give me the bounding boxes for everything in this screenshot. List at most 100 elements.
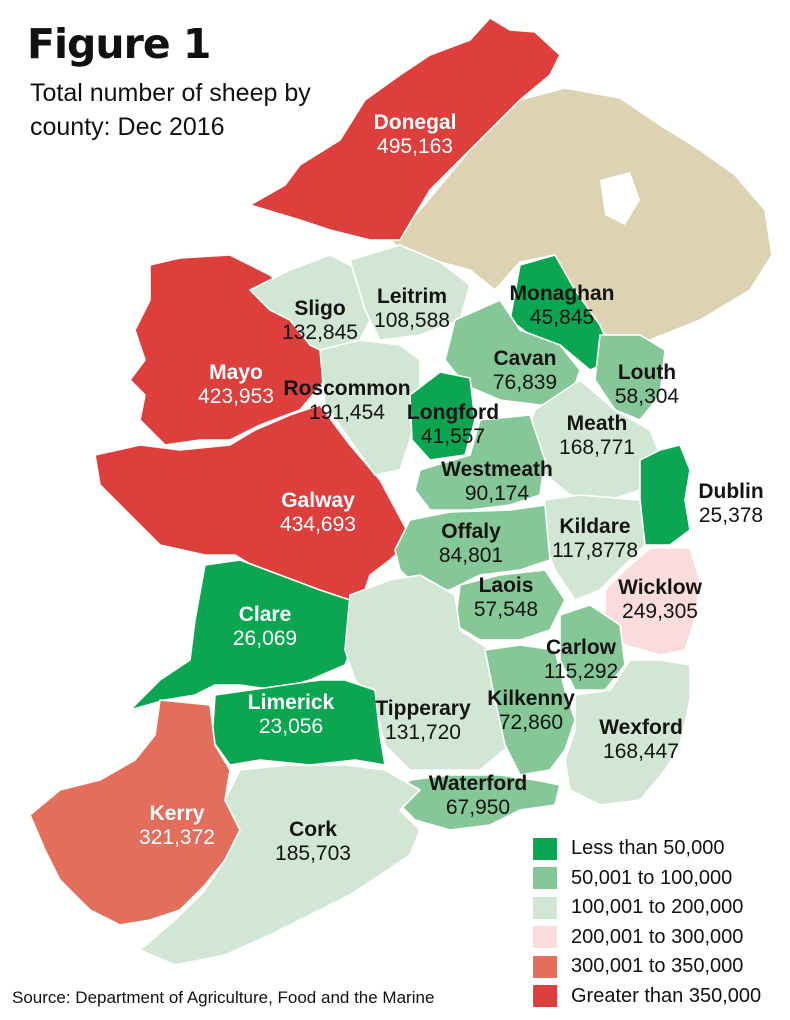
county-name: Cavan xyxy=(493,347,557,370)
legend-item: 100,001 to 200,000 xyxy=(533,893,761,923)
legend-label: 200,001 to 300,000 xyxy=(571,925,744,948)
label-leitrim: Leitrim 108,588 xyxy=(374,285,450,333)
county-value: 185,703 xyxy=(275,842,351,865)
county-roscommon xyxy=(319,339,421,476)
county-offaly xyxy=(394,504,551,591)
county-name: Roscommon xyxy=(283,377,411,400)
county-name: Tipperary xyxy=(375,697,471,720)
legend-label: 100,001 to 200,000 xyxy=(571,896,744,919)
county-name: Offaly xyxy=(441,520,501,543)
legend-swatch xyxy=(533,985,557,1008)
county-value: 132,845 xyxy=(282,321,358,344)
county-value: 72,860 xyxy=(498,711,564,734)
legend-label: Greater than 350,000 xyxy=(571,984,762,1007)
county-name: Cork xyxy=(289,818,337,841)
legend-item: Greater than 350,000 xyxy=(533,982,761,1012)
county-value: 117,8778 xyxy=(551,539,639,562)
county-louth xyxy=(594,334,666,421)
county-waterford xyxy=(394,774,561,831)
label-limerick: Limerick 23,056 xyxy=(248,691,334,739)
legend-swatch xyxy=(533,896,557,919)
county-name: Kildare xyxy=(559,515,631,538)
legend-label: Less than 50,000 xyxy=(571,837,725,860)
label-mayo: Mayo 423,953 xyxy=(198,361,274,409)
county-kilkenny xyxy=(484,644,576,776)
county-dublin xyxy=(639,444,691,546)
county-name: Meath xyxy=(566,412,628,435)
county-name: Kerry xyxy=(149,802,205,825)
northern-ireland-region xyxy=(388,87,773,346)
county-longford xyxy=(409,371,476,461)
label-clare: Clare 26,069 xyxy=(233,603,297,651)
label-louth: Louth 58,304 xyxy=(615,361,679,409)
label-kerry: Kerry 321,372 xyxy=(139,802,215,850)
county-name: Leitrim xyxy=(376,285,448,308)
county-value: 76,839 xyxy=(492,371,558,394)
county-wexford xyxy=(564,659,691,806)
county-name: Mayo xyxy=(209,361,263,384)
county-name: Galway xyxy=(281,489,355,512)
county-value: 90,174 xyxy=(464,482,530,505)
county-name: Laois xyxy=(478,574,534,597)
county-name: Carlow xyxy=(545,636,617,659)
label-sligo: Sligo 132,845 xyxy=(282,297,358,345)
label-dublin: Dublin 25,378 xyxy=(698,480,763,528)
county-value: 26,069 xyxy=(232,627,298,650)
legend-label: 300,001 to 350,000 xyxy=(571,955,744,978)
county-value: 108,588 xyxy=(374,309,450,332)
county-value: 249,305 xyxy=(622,600,698,623)
legend-swatch xyxy=(533,955,557,978)
county-value: 84,801 xyxy=(438,544,504,567)
label-wexford: Wexford 168,447 xyxy=(599,716,683,764)
county-name: Longford xyxy=(406,401,500,424)
legend-swatch xyxy=(533,926,557,949)
label-cork: Cork 185,703 xyxy=(275,818,351,866)
county-value: 58,304 xyxy=(614,385,680,408)
county-name: Limerick xyxy=(247,691,335,714)
county-value: 41,557 xyxy=(420,425,486,448)
county-value: 423,953 xyxy=(198,385,274,408)
county-value: 434,693 xyxy=(280,513,356,536)
label-kildare: Kildare 117,8778 xyxy=(552,515,638,563)
label-longford: Longford 41,557 xyxy=(407,401,499,449)
label-roscommon: Roscommon 191,454 xyxy=(283,377,410,425)
label-waterford: Waterford 67,950 xyxy=(429,772,527,820)
label-wicklow: Wicklow 249,305 xyxy=(618,576,702,624)
county-value: 321,372 xyxy=(139,826,215,849)
county-value: 168,447 xyxy=(603,740,679,763)
county-value: 45,845 xyxy=(529,306,595,329)
label-carlow: Carlow 115,292 xyxy=(544,636,618,684)
county-value: 191,454 xyxy=(309,401,385,424)
label-laois: Laois 57,548 xyxy=(474,574,538,622)
county-name: Sligo xyxy=(294,297,346,320)
label-kilkenny: Kilkenny 72,860 xyxy=(487,687,575,735)
county-name: Louth xyxy=(617,361,677,384)
county-clare xyxy=(129,559,361,711)
label-meath: Meath 168,771 xyxy=(559,412,635,460)
legend-swatch xyxy=(533,867,557,890)
county-name: Waterford xyxy=(428,772,528,795)
county-name: Monaghan xyxy=(509,282,615,305)
lough-neagh xyxy=(600,172,640,225)
county-westmeath xyxy=(414,414,546,511)
legend-label: 50,001 to 100,000 xyxy=(571,866,733,889)
county-value: 115,292 xyxy=(543,660,619,683)
legend-swatch xyxy=(533,837,557,860)
county-value: 495,163 xyxy=(377,135,453,158)
county-kerry xyxy=(29,699,241,926)
county-limerick xyxy=(211,679,386,766)
county-cork xyxy=(139,764,421,966)
county-name: Donegal xyxy=(373,111,457,134)
label-monaghan: Monaghan 45,845 xyxy=(510,282,615,330)
county-value: 57,548 xyxy=(473,598,539,621)
map-legend: Less than 50,000 50,001 to 100,000 100,0… xyxy=(533,834,761,1011)
figure-title: Figure 1 xyxy=(27,20,211,68)
county-name: Wicklow xyxy=(618,576,702,599)
county-name: Kilkenny xyxy=(487,687,575,710)
legend-item: 200,001 to 300,000 xyxy=(533,923,761,953)
label-donegal: Donegal 495,163 xyxy=(374,111,457,159)
legend-item: Less than 50,000 xyxy=(533,834,761,864)
county-name: Wexford xyxy=(599,716,683,739)
county-name: Clare xyxy=(238,603,292,626)
county-laois xyxy=(454,569,566,641)
